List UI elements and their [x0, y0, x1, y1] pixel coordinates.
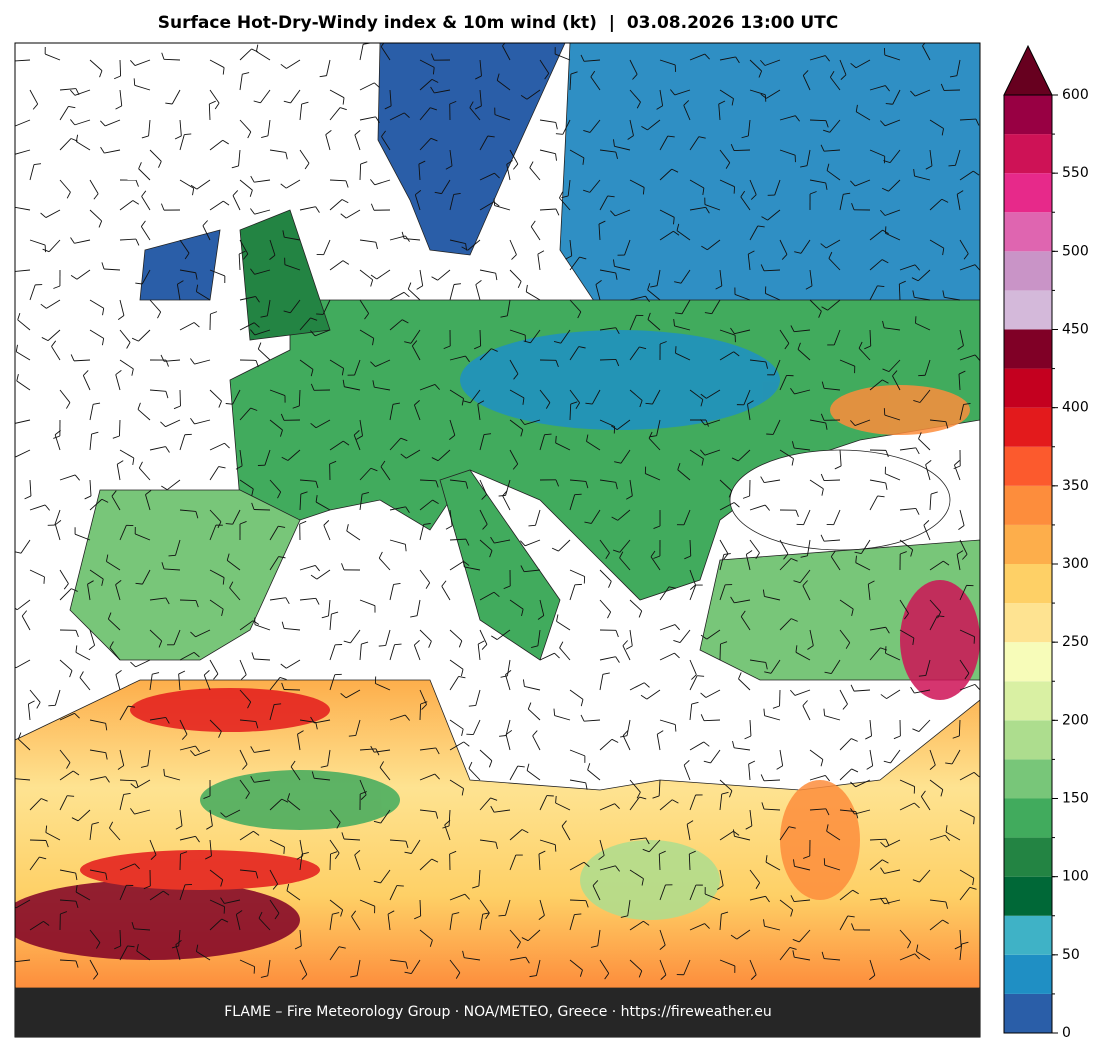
map-title: Surface Hot-Dry-Windy index & 10m wind (…: [158, 13, 838, 33]
wind-barb-flag: [11, 265, 14, 271]
colorbar-segment: [1004, 642, 1052, 681]
wind-barb-flag: [554, 709, 555, 716]
footer-text: FLAME – Fire Meteorology Group · NOA/MET…: [224, 1004, 772, 1020]
colorbar-segment: [1004, 408, 1052, 447]
colorbar-tick-label: 50: [1062, 947, 1080, 963]
wind-barb: [480, 330, 481, 346]
colorbar-segment: [1004, 369, 1052, 408]
wind-barb-flag: [528, 525, 535, 526]
colorbar-segment: [1004, 720, 1052, 759]
colorbar-segment: [1004, 916, 1052, 955]
colorbar-segment: [1004, 134, 1052, 173]
colorbar-segment: [1004, 95, 1052, 134]
wind-barb-flag: [556, 796, 557, 803]
colorbar-segment: [1004, 251, 1052, 290]
colorbar-segment: [1004, 525, 1052, 564]
colorbar-segment: [1004, 799, 1052, 838]
colorbar-tick-label: 150: [1062, 791, 1089, 807]
wind-barb: [119, 420, 120, 436]
wind-barb: [420, 704, 421, 720]
wind-barb-flag: [11, 956, 14, 962]
map: [0, 41, 980, 988]
wind-barb-flag: [284, 847, 285, 854]
colorbar-tick-label: 600: [1062, 87, 1089, 103]
colorbar-tick-label: 200: [1062, 712, 1089, 728]
colorbar-tick-label: 500: [1062, 243, 1089, 259]
colorbar-tick-label: 400: [1062, 400, 1089, 416]
colorbar-tick-label: 0: [1062, 1025, 1071, 1041]
wind-barb-flag: [44, 577, 45, 584]
colorbar-segment: [1004, 212, 1052, 251]
colorbar-extend: [1004, 46, 1052, 95]
colorbar-tick-label: 350: [1062, 478, 1089, 494]
colorbar-segment: [1004, 838, 1052, 877]
colorbar-segment: [1004, 330, 1052, 369]
colorbar-tick-label: 550: [1062, 165, 1089, 181]
wind-barb-flag: [575, 494, 582, 495]
colorbar-segment: [1004, 564, 1052, 603]
wind-barb-flag: [494, 199, 495, 206]
wind-barb-flag: [545, 434, 552, 435]
wind-barb-flag: [10, 149, 14, 155]
wind-barb-flag: [11, 55, 14, 61]
colorbar-tick-label: 100: [1062, 869, 1089, 885]
wind-barb-flag: [499, 915, 506, 916]
wind-barb-flag: [395, 644, 402, 645]
wind-barb-flag: [555, 845, 556, 852]
wind-barb-flag: [675, 725, 676, 732]
wind-barb-flag: [13, 200, 14, 207]
wind-barb: [180, 600, 196, 601]
wind-barb-flag: [48, 705, 55, 706]
wind-barb-flag: [697, 676, 704, 677]
colorbar-segment: [1004, 955, 1052, 994]
wind-barb-flag: [67, 796, 74, 797]
wind-barb: [164, 59, 180, 60]
wind-barb: [284, 689, 300, 690]
colorbar-segment: [1004, 486, 1052, 525]
wind-barb-flag: [499, 495, 506, 496]
wind-barb: [254, 509, 270, 510]
colorbar-segment: [1004, 877, 1052, 916]
wind-barb-flag: [948, 165, 955, 166]
colorbar-segment: [1004, 173, 1052, 212]
wind-barb-flag: [12, 772, 14, 779]
wind-barb-flag: [10, 418, 14, 424]
wind-barb: [600, 359, 616, 360]
colorbar-segment: [1004, 994, 1052, 1033]
wind-barb: [734, 150, 750, 151]
colorbar-segment: [1004, 759, 1052, 798]
wind-barb: [120, 60, 121, 76]
wind-barb-flag: [134, 78, 135, 85]
colorbar-segment: [1004, 603, 1052, 642]
wind-barb: [360, 164, 361, 180]
colorbar-tick-label: 250: [1062, 634, 1089, 650]
colorbar-tick-label: 300: [1062, 556, 1089, 572]
colorbar-segment: [1004, 290, 1052, 329]
wind-barb-flag: [10, 121, 15, 126]
colorbar: 0 50 100 150 200 250 300 350 400 450 500 550 600: [1004, 46, 1089, 1041]
colorbar-segment: [1004, 447, 1052, 486]
wind-barb: [30, 840, 46, 841]
colorbar-tick-label: 450: [1062, 322, 1089, 338]
wind-barb: [824, 480, 840, 481]
wind-barb-flag: [316, 314, 323, 315]
wind-barb-flag: [556, 134, 563, 135]
wind-barb-flag: [169, 555, 176, 556]
colorbar-segment: [1004, 681, 1052, 720]
wind-barb-flag: [556, 436, 557, 443]
